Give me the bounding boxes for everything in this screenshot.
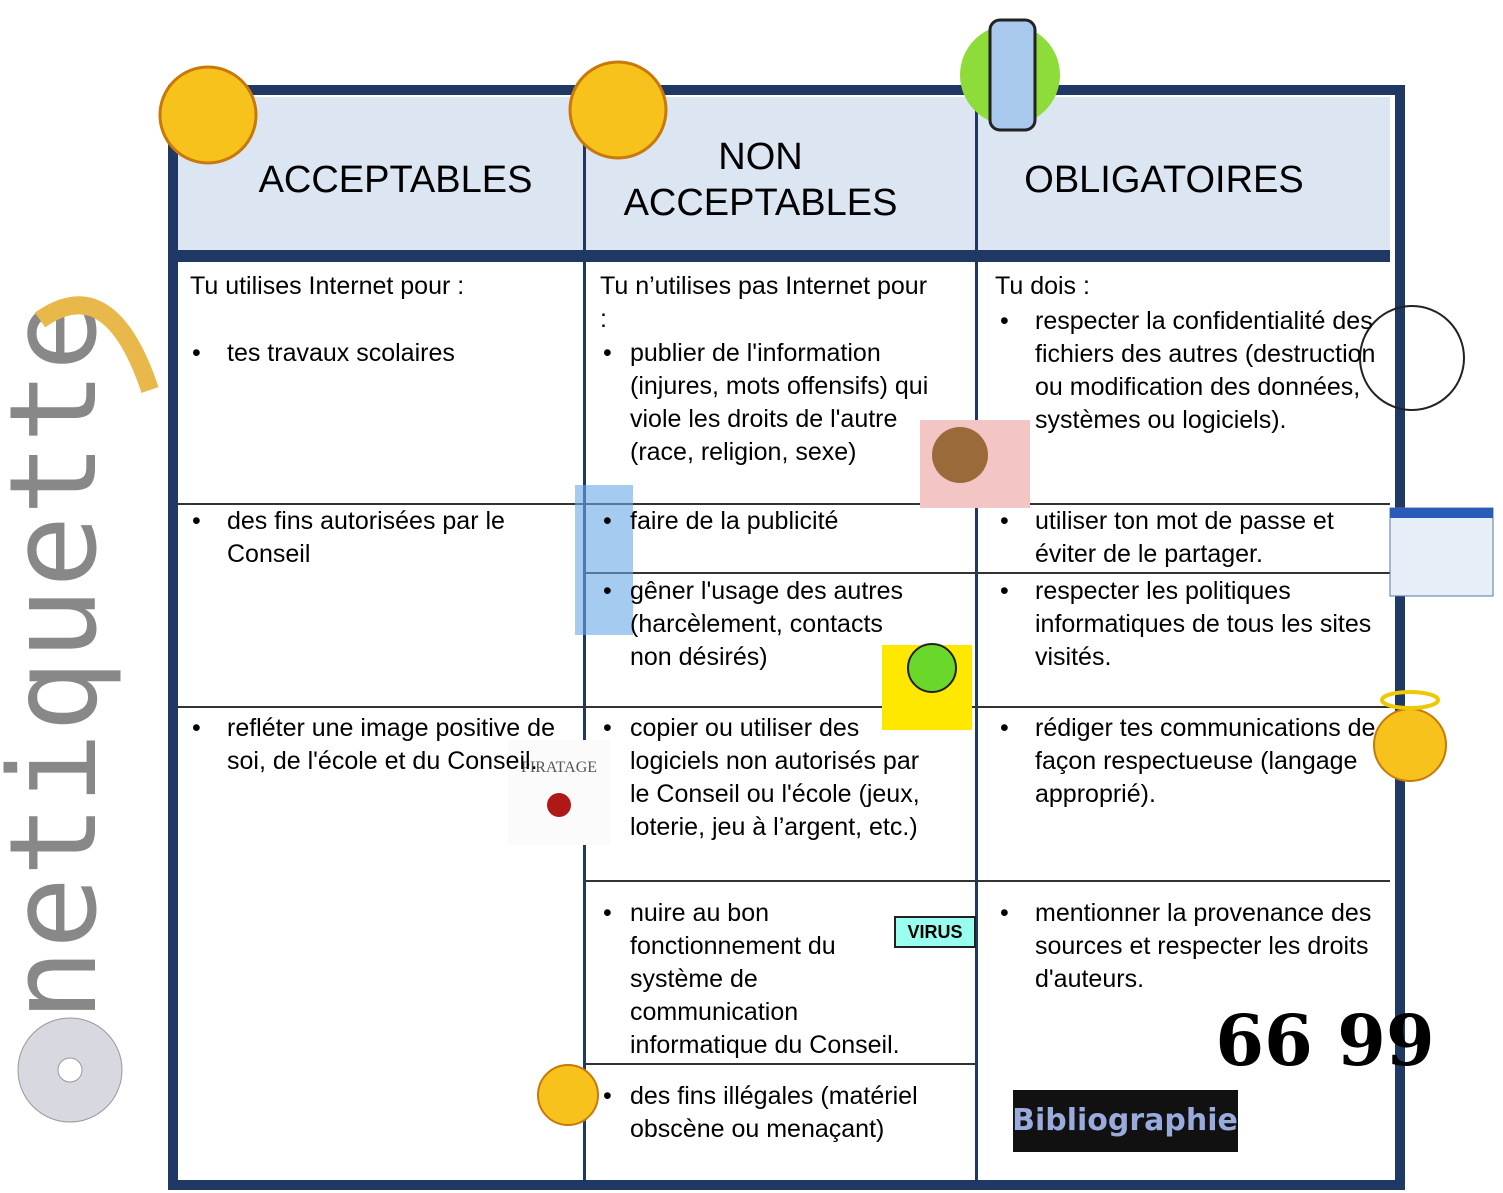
table-frame — [168, 85, 1405, 1190]
row-divider — [586, 1063, 975, 1065]
column-header: NON ACCEPTABLES — [623, 136, 898, 224]
green-face — [907, 643, 957, 693]
list-item: respecter la confidentialité des fichier… — [1035, 307, 1376, 434]
logo-text: netiquette — [0, 299, 124, 1021]
bullet: • — [192, 714, 201, 742]
column-divider — [583, 97, 586, 1180]
bullet: • — [603, 1082, 612, 1110]
row-divider — [178, 706, 1390, 708]
bullet: • — [603, 899, 612, 927]
login-dialog — [1389, 507, 1494, 597]
bullet: • — [603, 339, 612, 367]
virus-label: VIRUS — [907, 922, 962, 942]
bomb-icon — [1359, 305, 1465, 411]
halo — [1380, 690, 1440, 710]
quotes-icon: 66 99 — [1215, 999, 1434, 1082]
header-row — [178, 97, 1390, 250]
monkey-icon — [932, 427, 988, 483]
list-item: utiliser ton mot de passe et éviter de l… — [1035, 507, 1334, 568]
list-item: refléter une image positive de soi, de l… — [227, 714, 555, 775]
list-item: rédiger tes communications de façon resp… — [1035, 714, 1376, 808]
bullet: • — [1000, 307, 1009, 335]
list-item: des fins autorisées par le Conseil — [227, 507, 505, 568]
smiley-happy — [158, 65, 258, 165]
bullet: • — [603, 577, 612, 605]
dialog-title — [1390, 508, 1493, 518]
row-divider — [586, 572, 1390, 574]
bullet: • — [1000, 899, 1009, 927]
list-item: copier ou utiliser des logiciels non aut… — [630, 714, 920, 841]
header-border — [178, 250, 1390, 262]
intro-text: Tu n’utilises pas Internet pour : — [600, 272, 928, 333]
bullet: • — [1000, 714, 1009, 742]
skull — [547, 793, 571, 817]
intro-text: Tu utilises Internet pour : — [190, 272, 465, 300]
virus-screen — [894, 916, 976, 948]
list-item: mentionner la provenance des sources et … — [1035, 899, 1372, 993]
list-item: nuire au bon fonctionnement du système d… — [630, 899, 900, 1059]
piracy-box — [508, 740, 610, 845]
bullet: • — [192, 507, 201, 535]
list-item: gêner l'usage des autres (harcèlement, c… — [630, 577, 904, 671]
row-divider — [586, 880, 1390, 882]
bullet: • — [1000, 577, 1009, 605]
piracy-label: PIRATAGE — [521, 759, 597, 776]
smiley-angry — [568, 60, 668, 160]
bullet: • — [1000, 507, 1009, 535]
intro-text: Tu dois : — [995, 272, 1090, 300]
bullet: • — [603, 507, 612, 535]
column-header: OBLIGATOIRES — [1024, 159, 1304, 201]
cd-hole — [57, 1057, 83, 1083]
sign-man — [575, 485, 633, 635]
list-item: tes travaux scolaires — [227, 339, 455, 367]
finger-icon — [988, 18, 1037, 132]
grumpy-smiley — [537, 1064, 599, 1126]
bibliography-box — [1013, 1090, 1238, 1152]
row-divider — [178, 503, 1390, 505]
column-header: ACCEPTABLES — [258, 159, 533, 201]
list-item: publier de l'information (injures, mots … — [630, 339, 929, 466]
list-item: respecter les politiques informatiques d… — [1035, 577, 1372, 671]
angel-smiley — [1373, 708, 1447, 782]
bullet: • — [603, 714, 612, 742]
logo-smile — [34, 296, 159, 393]
bibliography-label: Bibliographie — [1012, 1103, 1238, 1138]
column-divider — [975, 97, 978, 1180]
bullet: • — [192, 339, 201, 367]
list-item: faire de la publicité — [630, 507, 839, 535]
list-item: des fins illégales (matériel obscène ou … — [630, 1082, 918, 1143]
